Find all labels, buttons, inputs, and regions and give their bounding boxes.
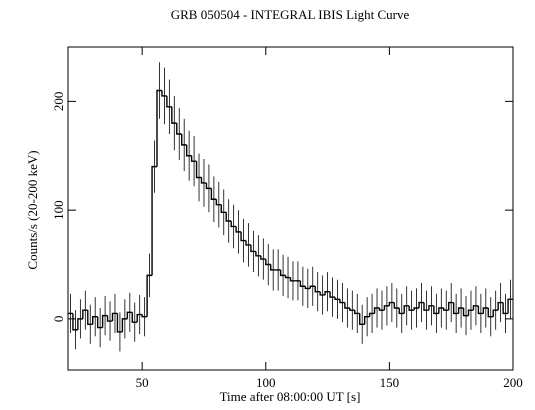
y-tick-label: 200	[51, 92, 66, 112]
step	[111, 312, 118, 322]
step	[96, 316, 103, 329]
step	[82, 309, 88, 319]
step	[408, 305, 415, 311]
step	[418, 301, 424, 309]
step	[502, 302, 509, 315]
step	[492, 309, 499, 317]
step	[146, 274, 153, 317]
step	[289, 277, 296, 282]
step	[354, 310, 360, 315]
step	[304, 286, 311, 290]
step	[373, 307, 380, 314]
step	[284, 275, 291, 279]
step	[200, 177, 207, 184]
step	[497, 301, 504, 311]
step	[245, 240, 251, 246]
step	[131, 312, 138, 323]
step	[126, 311, 133, 319]
step	[240, 231, 246, 242]
step	[279, 269, 286, 277]
step	[443, 308, 449, 311]
step	[329, 291, 335, 298]
step	[92, 316, 98, 325]
step	[324, 290, 331, 295]
step	[106, 315, 113, 322]
step	[368, 312, 375, 317]
step	[378, 308, 385, 311]
step	[181, 134, 187, 146]
chart-title: GRB 050504 - INTEGRAL IBIS Light Curve	[171, 7, 410, 22]
x-tick-label: 200	[503, 375, 523, 390]
step	[457, 307, 464, 314]
step	[255, 251, 261, 257]
step	[141, 314, 148, 318]
step	[363, 316, 370, 325]
step	[383, 305, 390, 311]
step	[215, 199, 222, 206]
step	[487, 308, 494, 318]
step	[205, 182, 212, 190]
step	[319, 291, 326, 296]
x-tick-label: 50	[136, 375, 149, 390]
step	[101, 314, 108, 328]
step	[136, 313, 143, 323]
step	[220, 204, 227, 214]
step	[349, 308, 355, 311]
step	[151, 165, 157, 276]
step	[176, 123, 182, 135]
step	[77, 318, 83, 330]
y-tick-label: 0	[51, 316, 66, 323]
x-axis-label: Time after 08:00:00 UT [s]	[220, 389, 361, 404]
step	[398, 308, 405, 315]
step	[314, 286, 321, 293]
step	[423, 302, 429, 311]
step	[116, 313, 123, 333]
step	[270, 264, 276, 271]
x-tick-label: 100	[256, 375, 276, 390]
step	[477, 305, 484, 315]
step	[309, 285, 316, 289]
step	[388, 301, 395, 306]
step	[265, 259, 271, 266]
step	[171, 106, 177, 124]
step	[438, 307, 444, 314]
step	[482, 307, 489, 314]
step	[87, 310, 93, 326]
step	[472, 305, 479, 311]
y-axis-label: Counts/s (20-200 keV)	[25, 150, 40, 269]
y-tick-label: 100	[51, 200, 66, 220]
step	[166, 95, 172, 108]
step	[210, 188, 217, 200]
step	[413, 307, 420, 311]
step	[72, 313, 78, 331]
plot-frame	[67, 46, 514, 371]
step	[433, 305, 439, 315]
step	[190, 155, 197, 162]
x-tick-label: 150	[380, 375, 400, 390]
step	[403, 305, 410, 314]
step	[185, 144, 192, 157]
step	[334, 297, 340, 301]
step	[195, 161, 202, 179]
step	[452, 302, 459, 315]
step	[230, 221, 237, 228]
step	[260, 255, 266, 260]
step	[467, 309, 474, 316]
step	[235, 226, 242, 233]
step	[225, 212, 232, 222]
step	[428, 305, 434, 311]
step	[161, 90, 167, 97]
step	[448, 301, 454, 311]
step	[507, 298, 513, 314]
step	[121, 318, 128, 332]
step	[462, 308, 469, 317]
step	[299, 280, 306, 287]
step	[393, 302, 400, 309]
step	[339, 299, 345, 304]
step	[359, 313, 365, 326]
step	[344, 302, 350, 309]
step	[250, 244, 256, 253]
step	[156, 89, 162, 167]
